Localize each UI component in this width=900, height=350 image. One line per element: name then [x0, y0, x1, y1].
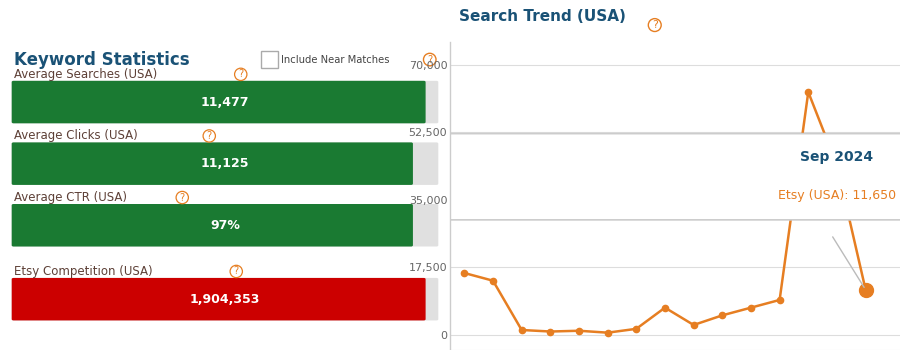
FancyBboxPatch shape [12, 142, 438, 185]
FancyBboxPatch shape [12, 204, 413, 246]
Text: This keyword has been popular on Etsy over the past week.: This keyword has been popular on Etsy ov… [70, 14, 448, 28]
FancyBboxPatch shape [12, 81, 438, 123]
Text: Average Searches (USA): Average Searches (USA) [14, 68, 157, 81]
Text: ?: ? [234, 266, 238, 277]
Text: Average Clicks (USA): Average Clicks (USA) [14, 130, 137, 142]
Text: ?: ? [207, 131, 211, 141]
FancyBboxPatch shape [12, 81, 426, 123]
Text: 97%: 97% [210, 219, 240, 232]
Text: Average CTR (USA): Average CTR (USA) [14, 191, 127, 204]
Text: 1,904,353: 1,904,353 [190, 293, 260, 306]
FancyBboxPatch shape [12, 278, 438, 321]
Bar [261, 51, 278, 68]
Text: Sep 2024: Sep 2024 [800, 150, 874, 164]
Text: Search Trend (USA): Search Trend (USA) [459, 8, 626, 23]
Text: ?: ? [652, 20, 658, 30]
Text: Etsy Competition (USA): Etsy Competition (USA) [14, 265, 152, 278]
FancyBboxPatch shape [12, 204, 438, 246]
FancyBboxPatch shape [0, 134, 900, 220]
Text: Include Near Matches: Include Near Matches [281, 55, 390, 64]
Text: 11,125: 11,125 [201, 157, 249, 170]
Text: ?: ? [428, 55, 432, 64]
FancyBboxPatch shape [12, 142, 413, 185]
Text: Keyword Statistics: Keyword Statistics [14, 51, 189, 69]
FancyBboxPatch shape [12, 278, 426, 321]
Text: Trend Alert:: Trend Alert: [11, 14, 94, 28]
Text: Etsy (USA): 11,650: Etsy (USA): 11,650 [778, 189, 896, 203]
Text: 11,477: 11,477 [201, 96, 249, 108]
Text: ?: ? [180, 193, 184, 203]
Text: ?: ? [238, 69, 243, 79]
